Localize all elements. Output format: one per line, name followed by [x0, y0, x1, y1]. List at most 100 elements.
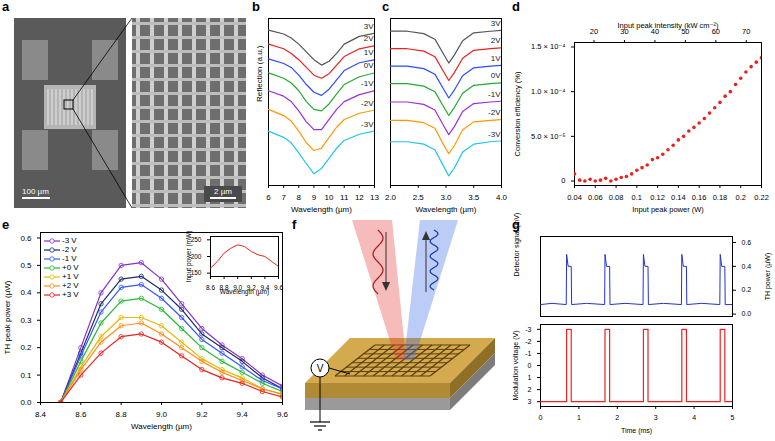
- svg-text:2 µm: 2 µm: [214, 187, 232, 196]
- svg-text:0: 0: [539, 414, 543, 421]
- svg-text:7: 7: [281, 193, 286, 202]
- svg-text:20: 20: [590, 27, 598, 36]
- svg-text:8.6: 8.6: [75, 410, 87, 419]
- svg-text:Modulation voltage (V): Modulation voltage (V): [512, 330, 520, 400]
- svg-text:8: 8: [297, 193, 302, 202]
- svg-text:9.6: 9.6: [277, 410, 289, 419]
- svg-text:Wavelength (µm): Wavelength (µm): [131, 422, 192, 431]
- svg-text:0.04: 0.04: [567, 193, 582, 202]
- svg-text:3.0: 3.0: [440, 193, 452, 202]
- svg-text:Conversion efficiency (%): Conversion efficiency (%): [513, 71, 522, 156]
- svg-text:Time (ms): Time (ms): [621, 427, 652, 435]
- svg-text:9.2: 9.2: [196, 410, 208, 419]
- svg-text:TH power (µW): TH power (µW): [764, 253, 772, 301]
- svg-text:3: 3: [654, 414, 658, 421]
- svg-text:Wavelength (µm): Wavelength (µm): [220, 288, 269, 296]
- svg-text:1: 1: [528, 374, 532, 381]
- svg-text:Input peak power (W): Input peak power (W): [632, 205, 704, 214]
- svg-text:1: 1: [577, 414, 581, 421]
- svg-text:3V: 3V: [364, 22, 374, 31]
- svg-text:2V: 2V: [364, 34, 374, 43]
- svg-text:0.14: 0.14: [671, 193, 686, 202]
- svg-text:60: 60: [711, 26, 720, 36]
- svg-text:-3V: -3V: [361, 120, 374, 129]
- svg-text:Wavelength (µm): Wavelength (µm): [291, 205, 352, 214]
- svg-text:8.8: 8.8: [116, 410, 128, 419]
- svg-text:2: 2: [528, 386, 532, 393]
- svg-text:0.22: 0.22: [754, 193, 769, 202]
- svg-text:0V: 0V: [491, 71, 501, 80]
- svg-text:-1: -1: [525, 350, 531, 357]
- svg-text:0.06: 0.06: [588, 193, 603, 202]
- svg-text:-1V: -1V: [488, 90, 501, 99]
- svg-text:1V: 1V: [364, 48, 374, 57]
- svg-text:0.18: 0.18: [713, 193, 728, 202]
- svg-text:8.4: 8.4: [35, 410, 47, 419]
- svg-text:100 µm: 100 µm: [22, 187, 49, 196]
- svg-text:9.6: 9.6: [274, 284, 283, 291]
- svg-text:0: 0: [561, 176, 565, 185]
- svg-text:150: 150: [191, 269, 202, 276]
- svg-text:200: 200: [191, 253, 202, 260]
- svg-text:4: 4: [692, 414, 696, 421]
- svg-text:9: 9: [312, 193, 317, 202]
- svg-text:0: 0: [528, 362, 532, 369]
- svg-text:250: 250: [191, 236, 202, 243]
- svg-text:-1V: -1V: [361, 79, 374, 88]
- svg-text:0.16: 0.16: [692, 193, 707, 202]
- svg-text:Input peak intensity (kW cm⁻²): Input peak intensity (kW cm⁻²): [617, 21, 719, 30]
- svg-text:0.6: 0.6: [742, 239, 752, 246]
- svg-text:30: 30: [620, 26, 629, 36]
- svg-text:11: 11: [340, 193, 349, 202]
- svg-text:Input power (mW): Input power (mW): [185, 231, 193, 283]
- svg-text:1V: 1V: [491, 54, 501, 63]
- svg-text:0.0: 0.0: [742, 310, 752, 317]
- svg-text:0.0: 0.0: [20, 398, 32, 407]
- svg-text:5: 5: [731, 414, 735, 421]
- svg-text:12: 12: [355, 193, 364, 202]
- svg-text:0.2: 0.2: [736, 193, 746, 202]
- svg-text:2.0: 2.0: [385, 193, 397, 202]
- svg-text:3V: 3V: [491, 19, 501, 28]
- svg-text:50: 50: [681, 26, 690, 36]
- svg-text:10: 10: [325, 193, 334, 202]
- svg-text:0.2: 0.2: [20, 343, 32, 352]
- svg-text:40: 40: [650, 26, 660, 36]
- svg-text:0V: 0V: [364, 61, 374, 70]
- svg-text:0.1: 0.1: [20, 371, 32, 380]
- svg-text:0.2: 0.2: [742, 286, 752, 293]
- svg-text:-3V: -3V: [488, 130, 501, 139]
- svg-text:3: 3: [528, 398, 532, 405]
- svg-text:0.4: 0.4: [20, 288, 32, 297]
- svg-text:TH peak power (µW): TH peak power (µW): [3, 280, 12, 354]
- svg-text:8.6: 8.6: [206, 284, 215, 291]
- svg-text:4.0: 4.0: [496, 193, 508, 202]
- svg-text:2V: 2V: [491, 36, 501, 45]
- svg-text:Detector signal (mV): Detector signal (mV): [513, 213, 521, 277]
- svg-text:-2V: -2V: [488, 108, 501, 117]
- svg-text:5.0 × 10⁻⁵: 5.0 × 10⁻⁵: [531, 132, 565, 141]
- svg-text:9.0: 9.0: [156, 410, 168, 419]
- svg-text:0.4: 0.4: [742, 263, 752, 270]
- svg-text:1.5 × 10⁻⁴: 1.5 × 10⁻⁴: [531, 42, 566, 51]
- svg-text:0.1: 0.1: [632, 193, 642, 202]
- svg-text:-2V: -2V: [361, 99, 374, 108]
- svg-text:13: 13: [370, 193, 379, 202]
- svg-text:Wavelength (µm): Wavelength (µm): [416, 205, 477, 214]
- svg-text:2: 2: [615, 414, 619, 421]
- svg-text:1.0 × 10⁻⁴: 1.0 × 10⁻⁴: [531, 87, 566, 96]
- svg-text:2.5: 2.5: [413, 193, 425, 202]
- svg-text:3.5: 3.5: [468, 193, 480, 202]
- svg-text:0.6: 0.6: [20, 234, 32, 243]
- svg-text:-3: -3: [525, 326, 531, 333]
- svg-text:Reflection (a.u.): Reflection (a.u.): [255, 45, 264, 102]
- svg-text:0.5: 0.5: [20, 261, 32, 270]
- svg-text:-2: -2: [525, 338, 531, 345]
- svg-text:0.12: 0.12: [650, 193, 665, 202]
- svg-text:6: 6: [266, 193, 271, 202]
- svg-text:0.3: 0.3: [20, 316, 32, 325]
- svg-text:70: 70: [742, 27, 750, 36]
- svg-text:0.08: 0.08: [609, 193, 624, 202]
- svg-text:V: V: [317, 363, 324, 374]
- svg-text:9.4: 9.4: [237, 410, 249, 419]
